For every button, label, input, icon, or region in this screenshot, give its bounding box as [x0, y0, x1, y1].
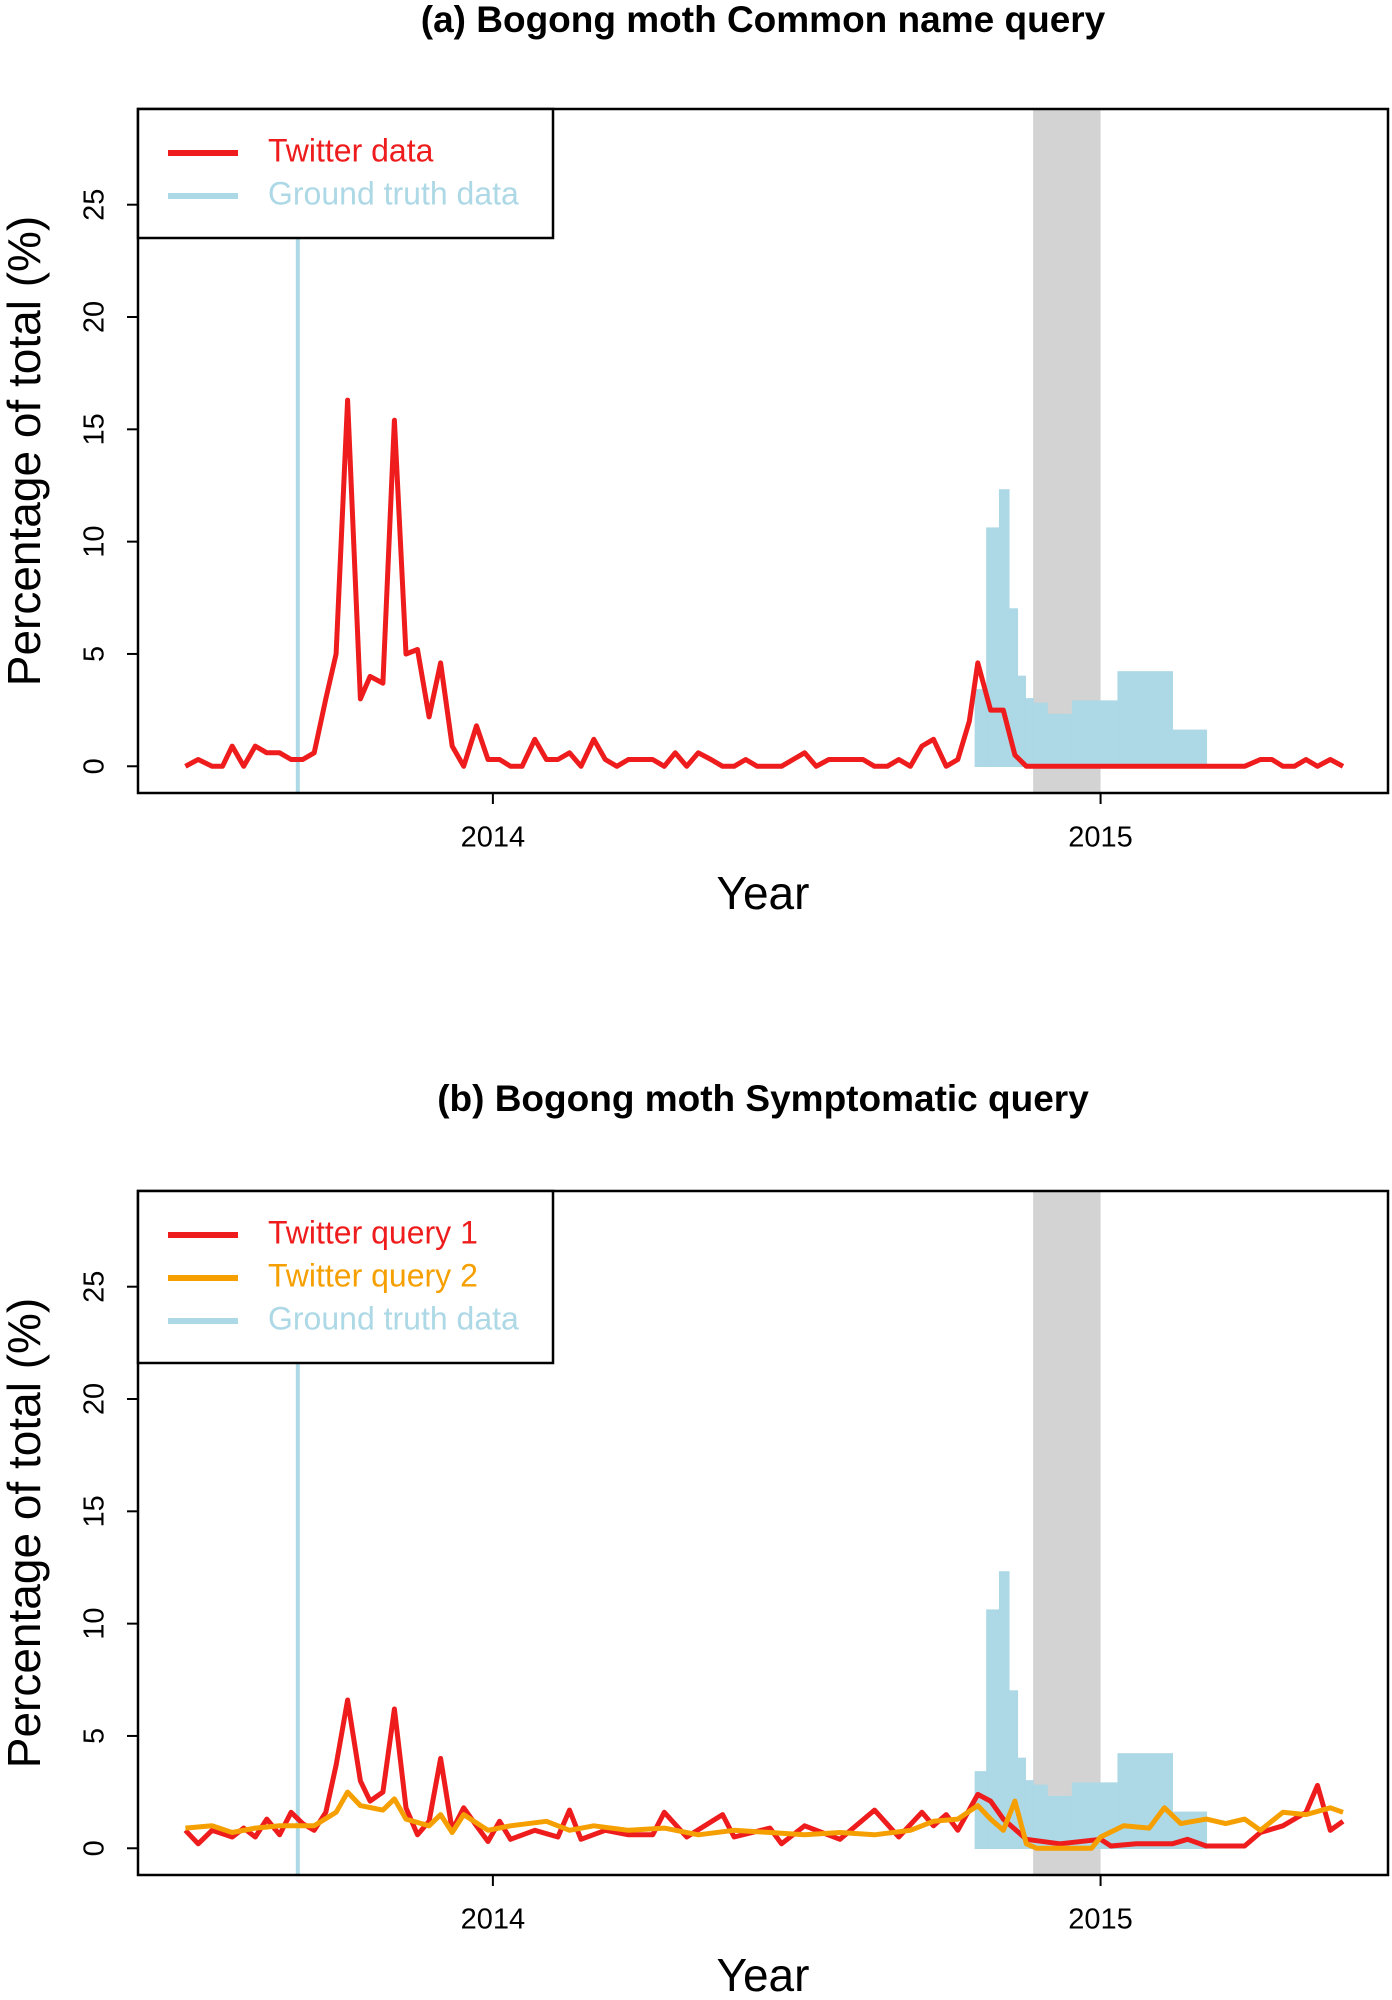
legend-label: Ground truth data	[268, 1300, 519, 1336]
y-tick-label: 15	[79, 1495, 111, 1527]
x-tick-label: 2014	[461, 1904, 526, 1936]
legend-label: Twitter query 2	[268, 1257, 478, 1293]
histogram-bar	[986, 527, 1001, 768]
histogram-bar	[1117, 1753, 1174, 1850]
y-tick-label: 20	[79, 1383, 111, 1415]
y-tick-label: 5	[79, 646, 111, 662]
shaded-band	[1033, 109, 1101, 793]
histogram-bar	[1016, 675, 1026, 768]
plot-frame	[136, 1189, 1390, 1877]
x-tick-label: 2014	[461, 822, 526, 854]
series-line	[184, 397, 1345, 769]
x-tick-label: 2015	[1068, 822, 1133, 854]
x-axis-label: Year	[717, 1949, 810, 2000]
y-tick-label: 5	[79, 1728, 111, 1744]
histogram-bar	[1046, 713, 1074, 768]
y-axis-label: Percentage of total (%)	[0, 1298, 50, 1768]
plot-frame	[136, 107, 1390, 795]
legend-box	[136, 107, 555, 240]
y-tick-label: 25	[79, 189, 111, 221]
legend-label: Twitter query 1	[268, 1214, 478, 1250]
histogram-bar	[1171, 729, 1208, 768]
shaded-band	[1033, 1191, 1101, 1875]
histogram-bar	[1071, 700, 1119, 768]
histogram-bar	[1117, 671, 1174, 768]
histogram-bar	[974, 689, 988, 768]
y-tick-label: 0	[79, 1840, 111, 1856]
histogram-bar	[1032, 702, 1048, 768]
legend-label: Twitter data	[268, 132, 434, 168]
histogram-bar	[998, 1571, 1010, 1850]
chart-title: (b) Bogong moth Symptomatic query	[437, 1078, 1089, 1119]
y-axis-label: Percentage of total (%)	[0, 216, 50, 686]
y-tick-label: 0	[79, 758, 111, 774]
y-tick-label: 10	[79, 1608, 111, 1640]
series-line	[185, 1789, 1344, 1851]
y-tick-label: 10	[79, 526, 111, 558]
histogram-bar	[1024, 698, 1034, 768]
y-tick-label: 20	[79, 301, 111, 333]
chart-title: (a) Bogong moth Common name query	[421, 0, 1106, 40]
y-tick-label: 25	[79, 1271, 111, 1303]
series-line	[183, 1697, 1345, 1849]
x-tick-label: 2015	[1068, 1904, 1133, 1936]
legend-label: Ground truth data	[268, 175, 519, 211]
x-axis-label: Year	[717, 867, 810, 919]
y-tick-label: 15	[79, 413, 111, 445]
